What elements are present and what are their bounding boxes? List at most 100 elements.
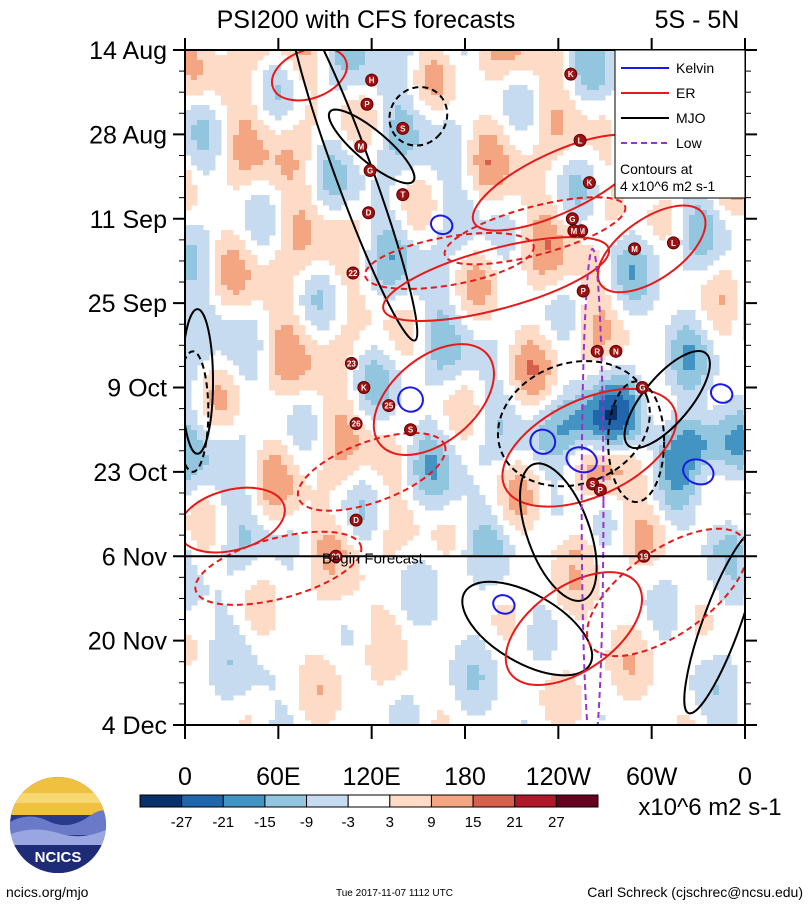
heat-cell xyxy=(521,250,528,256)
heat-cell xyxy=(371,115,378,121)
heat-cell xyxy=(227,160,234,166)
heat-cell xyxy=(605,435,612,441)
heat-cell xyxy=(677,360,684,366)
heat-cell xyxy=(269,295,276,301)
heat-cell xyxy=(473,215,480,221)
heat-cell xyxy=(383,50,390,56)
heat-cell xyxy=(407,270,414,276)
heat-cell xyxy=(677,310,684,316)
heat-cell xyxy=(545,270,552,276)
heat-cell xyxy=(443,155,450,161)
heat-cell xyxy=(725,305,732,311)
heat-cell xyxy=(323,180,330,186)
heat-cell xyxy=(575,175,582,181)
heat-cell xyxy=(593,190,600,196)
heat-cell xyxy=(569,115,576,121)
heat-cell xyxy=(287,190,294,196)
heat-cell xyxy=(527,65,534,71)
heat-cell xyxy=(527,90,534,96)
heat-cell xyxy=(311,300,318,306)
heat-cell xyxy=(551,125,558,131)
heat-cell xyxy=(581,415,588,421)
heat-cell xyxy=(233,330,240,336)
heat-cell xyxy=(431,275,438,281)
heat-cell xyxy=(563,135,570,141)
heat-cell xyxy=(209,140,216,146)
heat-cell xyxy=(533,170,540,176)
heat-cell xyxy=(665,335,672,341)
heat-cell xyxy=(521,395,528,401)
heat-cell xyxy=(473,170,480,176)
heat-cell xyxy=(323,190,330,196)
heat-cell xyxy=(419,210,426,216)
heat-cell xyxy=(317,190,324,196)
heat-cell xyxy=(503,95,510,101)
heat-cell xyxy=(395,50,402,56)
heat-cell xyxy=(365,50,372,56)
heat-cell xyxy=(341,85,348,91)
heat-cell xyxy=(407,160,414,166)
heat-cell xyxy=(437,170,444,176)
heat-cell xyxy=(485,425,492,431)
heat-cell xyxy=(509,190,516,196)
heat-cell xyxy=(311,320,318,326)
heat-cell xyxy=(239,115,246,121)
heat-cell xyxy=(401,85,408,91)
heat-cell xyxy=(227,450,234,456)
heat-cell xyxy=(311,315,318,321)
heat-cell xyxy=(479,190,486,196)
heat-cell xyxy=(425,355,432,361)
heat-cell xyxy=(509,150,516,156)
heat-cell xyxy=(413,155,420,161)
heat-cell xyxy=(539,350,546,356)
heat-cell xyxy=(353,255,360,261)
heat-cell xyxy=(377,445,384,451)
heat-cell xyxy=(653,215,660,221)
heat-cell xyxy=(221,275,228,281)
heat-cell xyxy=(539,65,546,71)
heat-cell xyxy=(341,240,348,246)
heat-cell xyxy=(431,280,438,286)
heat-cell xyxy=(629,435,636,441)
heat-cell xyxy=(299,440,306,446)
heat-cell xyxy=(203,295,210,301)
heat-cell xyxy=(623,305,630,311)
heat-cell xyxy=(641,305,648,311)
heat-cell xyxy=(635,285,642,291)
heat-cell xyxy=(275,95,282,101)
heat-cell xyxy=(203,250,210,256)
heat-cell xyxy=(227,245,234,251)
heat-cell xyxy=(347,320,354,326)
heat-cell xyxy=(227,165,234,171)
heat-cell xyxy=(239,270,246,276)
heat-cell xyxy=(605,370,612,376)
heat-cell xyxy=(419,260,426,266)
heat-cell xyxy=(443,210,450,216)
heat-cell xyxy=(185,90,192,96)
heat-cell xyxy=(281,360,288,366)
heat-cell xyxy=(215,320,222,326)
heat-cell xyxy=(491,405,498,411)
heat-cell xyxy=(305,245,312,251)
heat-cell xyxy=(269,110,276,116)
heat-cell xyxy=(293,390,300,396)
heat-cell xyxy=(443,60,450,66)
heat-cell xyxy=(299,210,306,216)
heat-cell xyxy=(527,445,534,451)
heat-cell xyxy=(515,345,522,351)
heat-cell xyxy=(251,50,258,56)
heat-cell xyxy=(287,195,294,201)
heat-cell xyxy=(527,420,534,426)
heat-cell xyxy=(497,190,504,196)
heat-cell xyxy=(545,65,552,71)
heat-cell xyxy=(317,165,324,171)
heat-cell xyxy=(695,440,702,446)
heat-cell xyxy=(245,285,252,291)
heat-cell xyxy=(581,175,588,181)
heat-cell xyxy=(275,115,282,121)
heat-cell xyxy=(611,285,618,291)
heat-cell xyxy=(221,320,228,326)
heat-cell xyxy=(407,350,414,356)
heat-cell xyxy=(557,105,564,111)
heat-cell xyxy=(347,325,354,331)
